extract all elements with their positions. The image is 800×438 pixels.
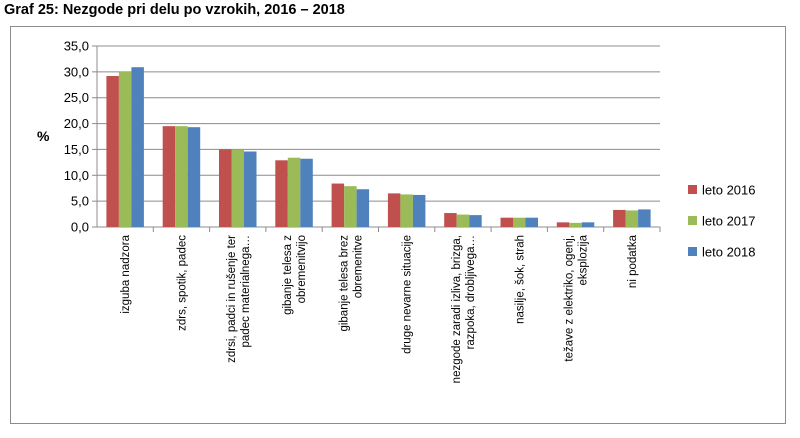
y-tick-label: 25,0 [64, 90, 89, 105]
x-tick-label-line: razpoka, drobljivega… [465, 235, 477, 349]
x-tick-label: izguba nadzora [120, 234, 132, 313]
bar [275, 160, 288, 227]
y-tick-label: 20,0 [64, 116, 89, 131]
bar [525, 217, 538, 227]
bar [300, 158, 313, 227]
bar [500, 217, 513, 227]
y-tick-label: 15,0 [64, 142, 89, 157]
y-tick-label: 0,0 [71, 220, 89, 235]
chart-title: Graf 25: Nezgode pri delu po vzrokih, 20… [4, 2, 345, 18]
legend-label: leto 2016 [702, 183, 756, 198]
bar [231, 149, 244, 227]
x-tick-label-line: nezgode zaradi izliva, brizga, [451, 235, 463, 383]
y-tick-label: 30,0 [64, 64, 89, 79]
bar [581, 222, 595, 227]
y-tick-label: 35,0 [64, 39, 89, 54]
x-tick-label: zdrs, spotik, padec [176, 235, 188, 331]
bar [131, 67, 144, 228]
x-tick-label-line: obremenitve [352, 235, 364, 298]
bar [556, 222, 570, 227]
x-tick-label: nasilje, šok, strah [514, 235, 526, 324]
legend-swatch [688, 185, 697, 194]
bar [175, 126, 188, 227]
x-tick-label-line: obremenitvijo [296, 235, 308, 303]
bar [412, 194, 426, 227]
bar [456, 214, 470, 227]
y-tick-label: 10,0 [64, 168, 89, 183]
y-tick-label: 5,0 [71, 194, 89, 209]
x-tick-label-line: gibanje telesa brez [338, 235, 350, 332]
bar [106, 75, 119, 227]
legend-swatch [688, 216, 697, 225]
bar [187, 127, 201, 227]
bar [344, 186, 357, 227]
x-tick-label-line: druge nevarne situacije [402, 235, 414, 354]
bar [387, 193, 401, 227]
x-tick-label: gibanje telesa z obremenitvijo [282, 235, 308, 315]
bar [613, 209, 626, 227]
x-tick-label-line: zdrsi, padci in rušenje ter [226, 235, 238, 363]
x-tick-label-line: težave z elektriko, ogenj, [564, 235, 576, 362]
x-tick-label-line: nasilje, šok, strah [514, 235, 526, 324]
bar [331, 183, 345, 227]
bar [244, 151, 257, 227]
x-tick-label: gibanje telesa brez obremenitve [338, 235, 364, 332]
bar [469, 215, 482, 227]
bar [444, 213, 457, 227]
bar [287, 157, 301, 227]
bar [118, 71, 132, 227]
legend-swatch [688, 247, 697, 256]
chart-frame [10, 26, 786, 424]
x-tick-label-line: ni podatka [627, 234, 639, 288]
y-axis-label: % [37, 128, 50, 144]
x-tick-label-line: gibanje telesa z [282, 235, 294, 315]
x-tick-label: ni podatka [627, 234, 639, 288]
x-tick-label-line: izguba nadzora [120, 234, 132, 313]
legend-label: leto 2017 [702, 214, 756, 229]
bar [219, 149, 232, 227]
bar [625, 210, 639, 227]
x-tick-label-line: padec materialnega… [240, 235, 252, 348]
x-tick-label: druge nevarne situacije [402, 235, 414, 354]
bar [569, 222, 582, 227]
x-tick-label: nezgode zaradi izliva, brizga, razpoka, d… [451, 235, 477, 383]
x-tick-label-line: eksplozija [578, 234, 590, 285]
bar [400, 194, 413, 227]
bar [638, 209, 651, 227]
bar [513, 217, 526, 227]
x-tick-label-line: zdrs, spotik, padec [176, 235, 188, 331]
legend-label: leto 2018 [702, 245, 756, 260]
bar [356, 189, 370, 227]
bar [162, 126, 176, 227]
x-tick-label: težave z elektriko, ogenj, eksplozija [564, 234, 590, 361]
x-tick-label: zdrsi, padci in rušenje ter padec materia… [226, 235, 252, 363]
